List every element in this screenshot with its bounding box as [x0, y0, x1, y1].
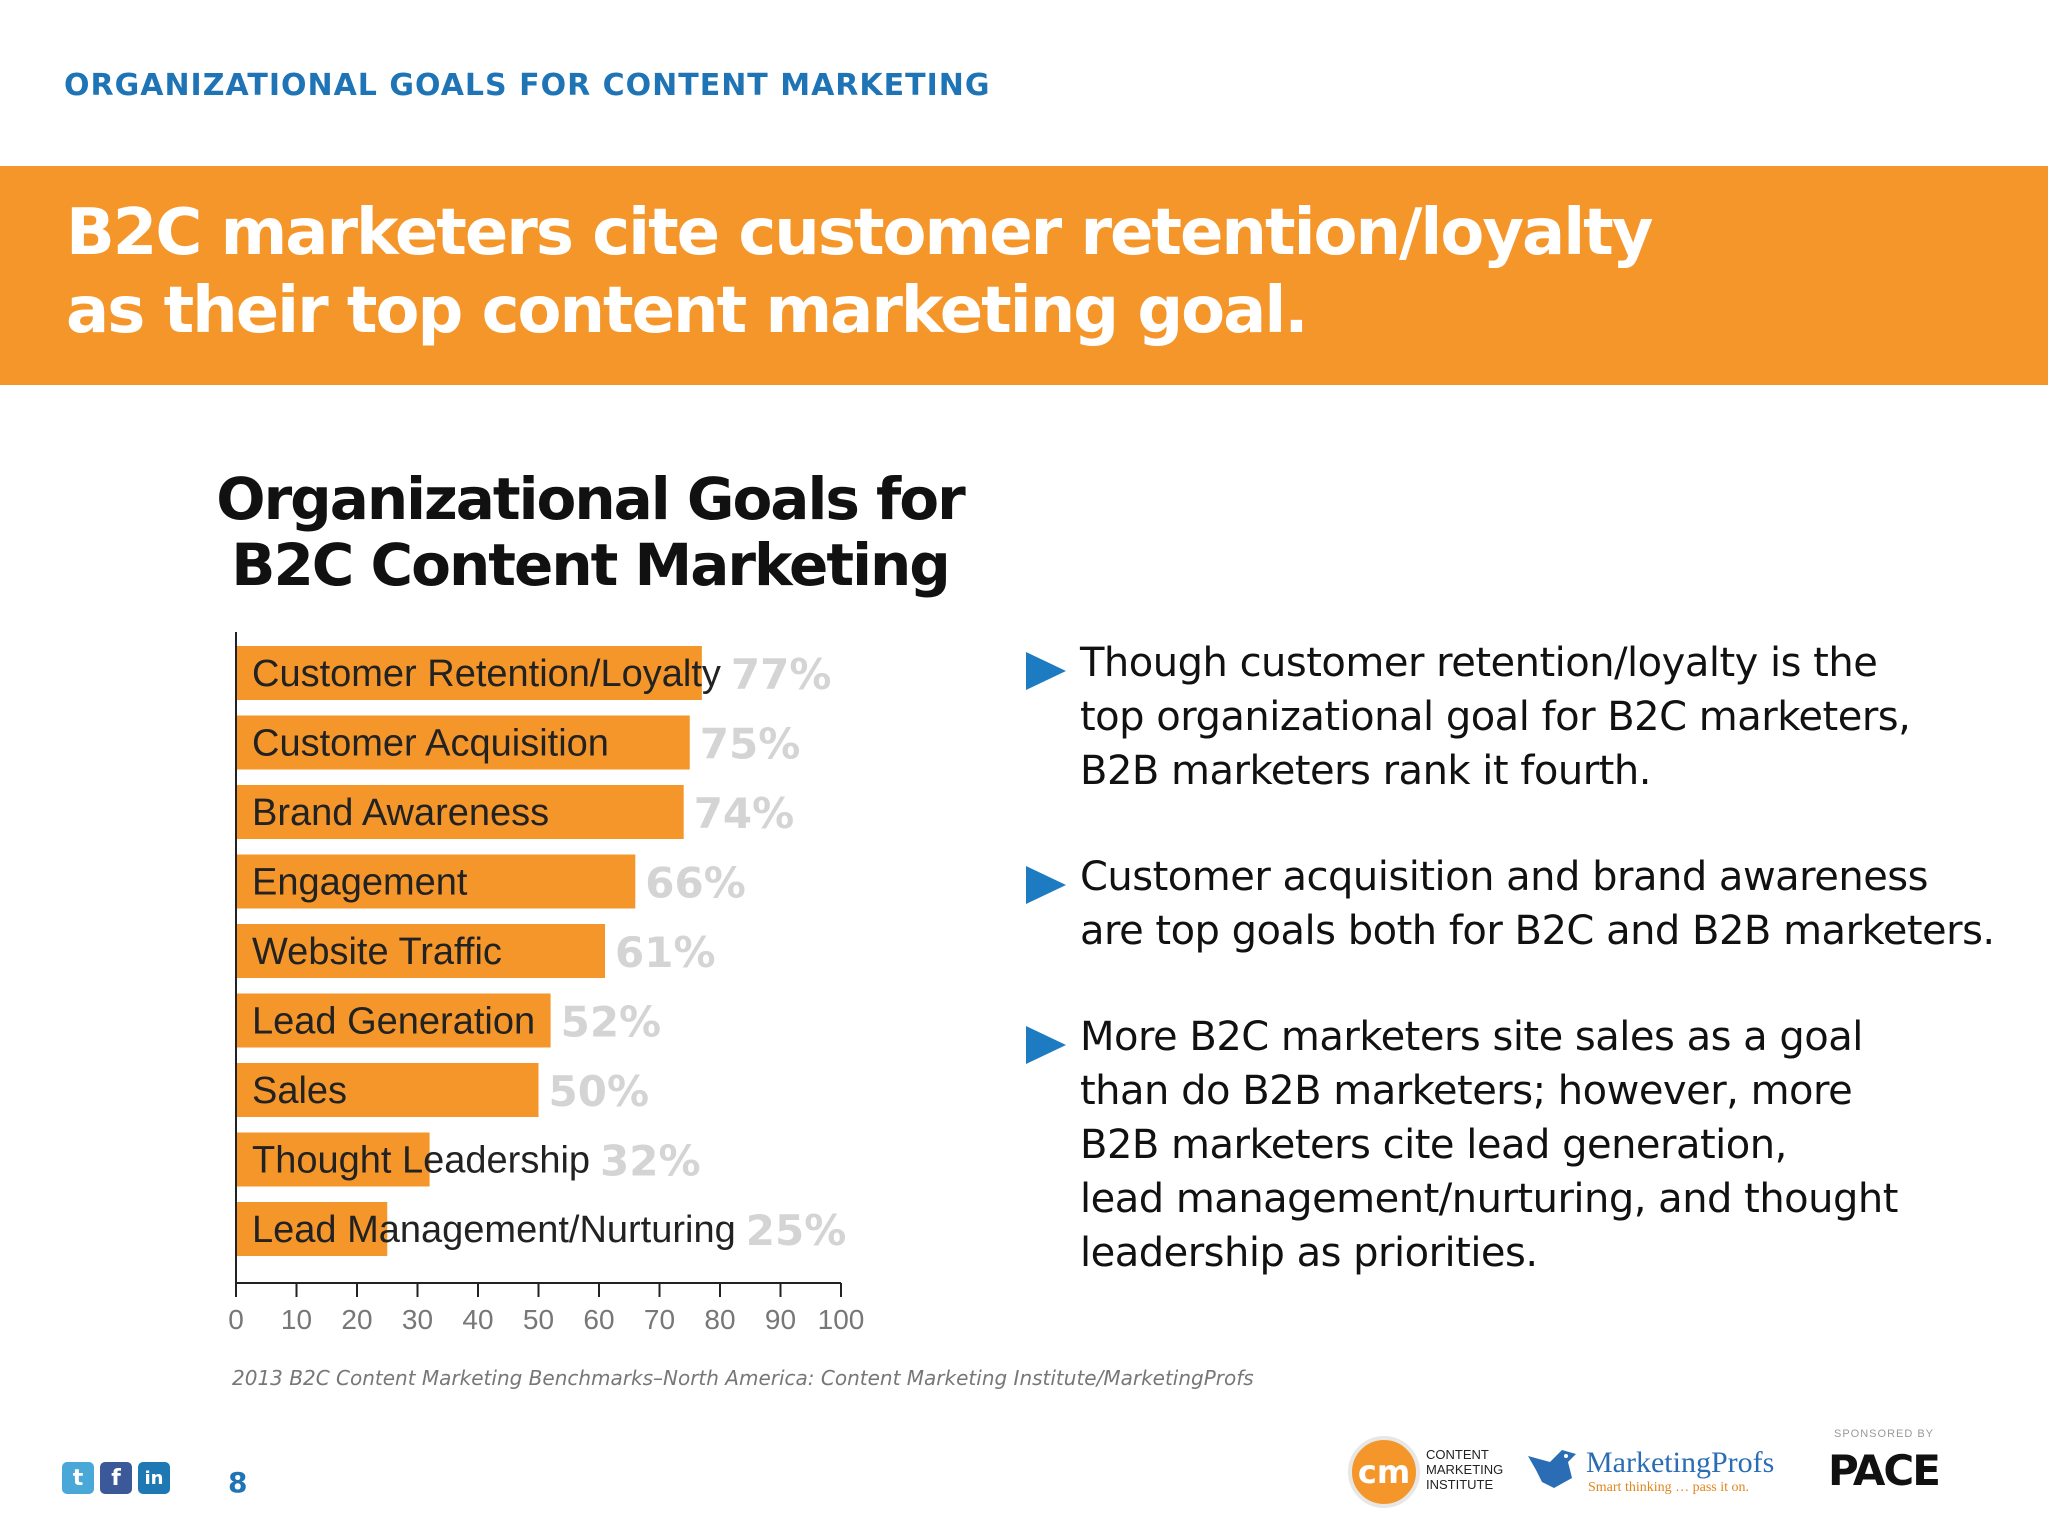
facebook-icon[interactable]: f	[100, 1462, 132, 1494]
value-label: 75%	[700, 720, 801, 769]
bullet-text: Though customer retention/loyalty is the…	[1080, 640, 1911, 794]
marketingprofs-logo: MarketingProfs	[1586, 1446, 1775, 1479]
bullet-arrow-icon	[1026, 652, 1066, 690]
x-tick-label: 80	[704, 1304, 735, 1335]
x-tick-label: 70	[644, 1304, 675, 1335]
category-label: Lead Management/Nurturing	[252, 1209, 736, 1251]
x-tick-label: 10	[281, 1304, 312, 1335]
category-label: Brand Awareness	[252, 792, 549, 834]
social-links: t f in	[62, 1462, 170, 1494]
value-label: 25%	[746, 1206, 847, 1255]
category-label: Website Traffic	[252, 931, 502, 973]
category-label: Lead Generation	[252, 1001, 535, 1043]
value-label: 74%	[694, 789, 795, 838]
category-label: Customer Retention/Loyalty	[252, 653, 721, 695]
headline-banner: B2C marketers cite customer retention/lo…	[0, 166, 2048, 385]
bullet-item: Though customer retention/loyalty is the…	[1020, 636, 2010, 798]
chart-title-line-1: Organizational Goals for	[216, 465, 965, 533]
bullet-arrow-icon	[1026, 1026, 1066, 1064]
value-label: 77%	[731, 650, 832, 699]
cmi-logo-text: CONTENT MARKETING INSTITUTE	[1426, 1447, 1504, 1492]
x-tick-label: 0	[228, 1304, 244, 1335]
category-label: Customer Acquisition	[252, 723, 609, 765]
x-tick-label: 100	[818, 1304, 865, 1335]
section-label: ORGANIZATIONAL GOALS FOR CONTENT MARKETI…	[64, 68, 991, 103]
pace-logo: PACE	[1828, 1446, 1941, 1495]
bullet-list: Though customer retention/loyalty is the…	[1020, 636, 2010, 1332]
x-tick-label: 50	[523, 1304, 554, 1335]
linkedin-icon[interactable]: in	[138, 1462, 170, 1494]
bar	[236, 646, 702, 700]
value-label: 66%	[645, 859, 746, 908]
value-label: 32%	[600, 1137, 701, 1186]
x-tick-label: 40	[462, 1304, 493, 1335]
x-tick-label: 30	[402, 1304, 433, 1335]
bar	[236, 924, 606, 978]
twitter-icon[interactable]: t	[62, 1462, 94, 1494]
bullet-item: Customer acquisition and brand awareness…	[1020, 850, 2010, 958]
category-label: Thought Leadership	[252, 1140, 590, 1182]
cmi-logo: cm	[1348, 1436, 1420, 1508]
bullet-text: More B2C marketers site sales as a goal …	[1080, 1014, 1898, 1276]
sponsor-label: SPONSORED BY	[1834, 1428, 1935, 1440]
bullet-text: Customer acquisition and brand awareness…	[1080, 854, 1995, 954]
x-tick-label: 60	[583, 1304, 614, 1335]
category-label: Sales	[252, 1070, 347, 1112]
bar	[236, 1063, 539, 1117]
chart-title: Organizational Goals for B2C Content Mar…	[200, 466, 980, 598]
headline-line-2: as their top content marketing goal.	[66, 274, 1309, 348]
bullet-arrow-icon	[1026, 866, 1066, 904]
bar	[236, 1202, 388, 1256]
bar	[236, 715, 690, 770]
x-tick-label: 90	[765, 1304, 796, 1335]
bullet-item: More B2C marketers site sales as a goal …	[1020, 1010, 2010, 1280]
headline-line-1: B2C marketers cite customer retention/lo…	[66, 196, 1653, 270]
page-number: 8	[228, 1466, 248, 1499]
x-tick-label: 20	[341, 1304, 372, 1335]
value-label: 50%	[549, 1067, 650, 1116]
value-label: 52%	[561, 998, 662, 1047]
value-label: 61%	[615, 928, 716, 977]
bar	[236, 854, 636, 909]
chart-source: 2013 B2C Content Marketing Benchmarks–No…	[232, 1366, 1254, 1390]
marketingprofs-tagline: Smart thinking … pass it on.	[1588, 1480, 1749, 1495]
bar	[236, 785, 684, 839]
bar	[236, 1132, 430, 1187]
bird-icon	[1528, 1450, 1576, 1488]
chart-title-line-2: B2C Content Marketing	[231, 531, 951, 599]
category-label: Engagement	[252, 862, 468, 904]
bar	[236, 993, 551, 1048]
cmi-logo-mark: cm	[1357, 1453, 1411, 1491]
